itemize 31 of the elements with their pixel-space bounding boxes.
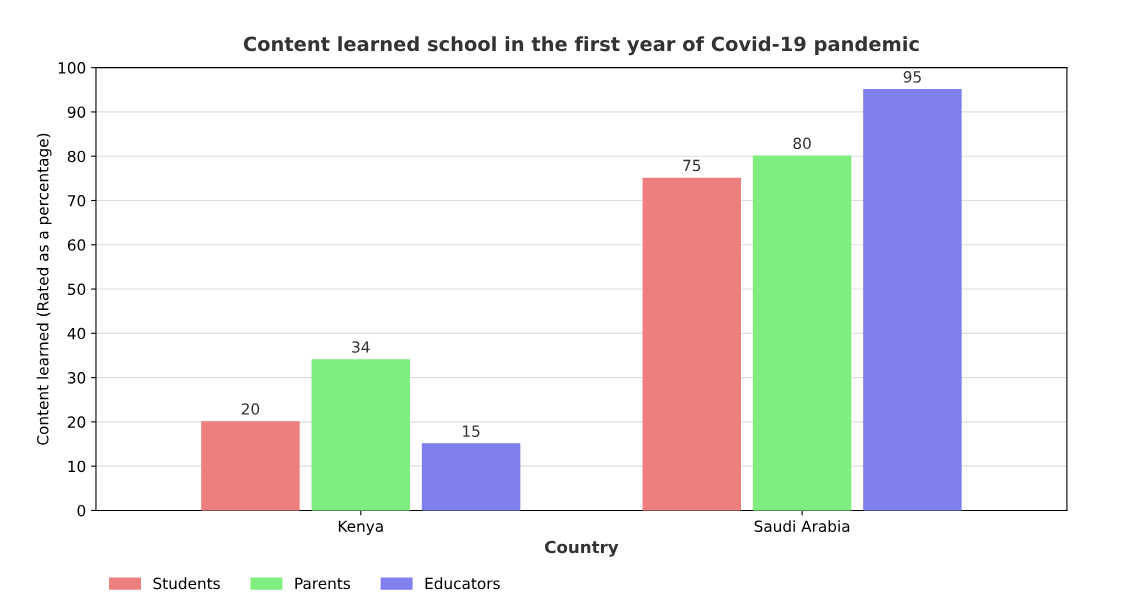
y-tick-label: 100 [58, 62, 86, 74]
bar [421, 443, 521, 511]
y-tick-label: 0 [77, 504, 86, 517]
y-tick-label: 90 [67, 106, 86, 118]
bar [201, 421, 300, 511]
x-tick-label: Saudi Arabia [754, 520, 850, 532]
data-label: 15 [463, 425, 480, 437]
legend-label: Students [153, 577, 220, 590]
data-label: 95 [903, 71, 921, 83]
bar [642, 177, 742, 511]
x-axis-title: Country [545, 540, 619, 557]
legend-label: Parents [295, 577, 351, 590]
chart-title: Content learned school in the first year of Covid-19 pandemic [243, 36, 919, 56]
y-tick-label: 20 [67, 416, 86, 428]
bar [752, 155, 852, 511]
data-label: 80 [793, 137, 811, 150]
x-tick-label: Kenya [338, 520, 383, 535]
y-tick-label: 80 [67, 150, 86, 163]
bar [863, 89, 962, 511]
bar [311, 359, 411, 511]
y-tick-label: 40 [67, 327, 86, 340]
y-tick-label: 60 [67, 239, 86, 251]
y-tick-label: 30 [67, 372, 86, 384]
y-tick-label: 10 [68, 460, 86, 473]
legend-label: Educators [425, 577, 500, 590]
y-tick-label: 50 [67, 283, 86, 296]
y-axis-title: Content learned (Rated as a percentage) [36, 133, 52, 445]
data-label: 75 [683, 159, 701, 172]
data-label: 20 [241, 403, 260, 415]
data-label: 34 [352, 341, 370, 353]
y-tick-label: 70 [68, 194, 86, 207]
